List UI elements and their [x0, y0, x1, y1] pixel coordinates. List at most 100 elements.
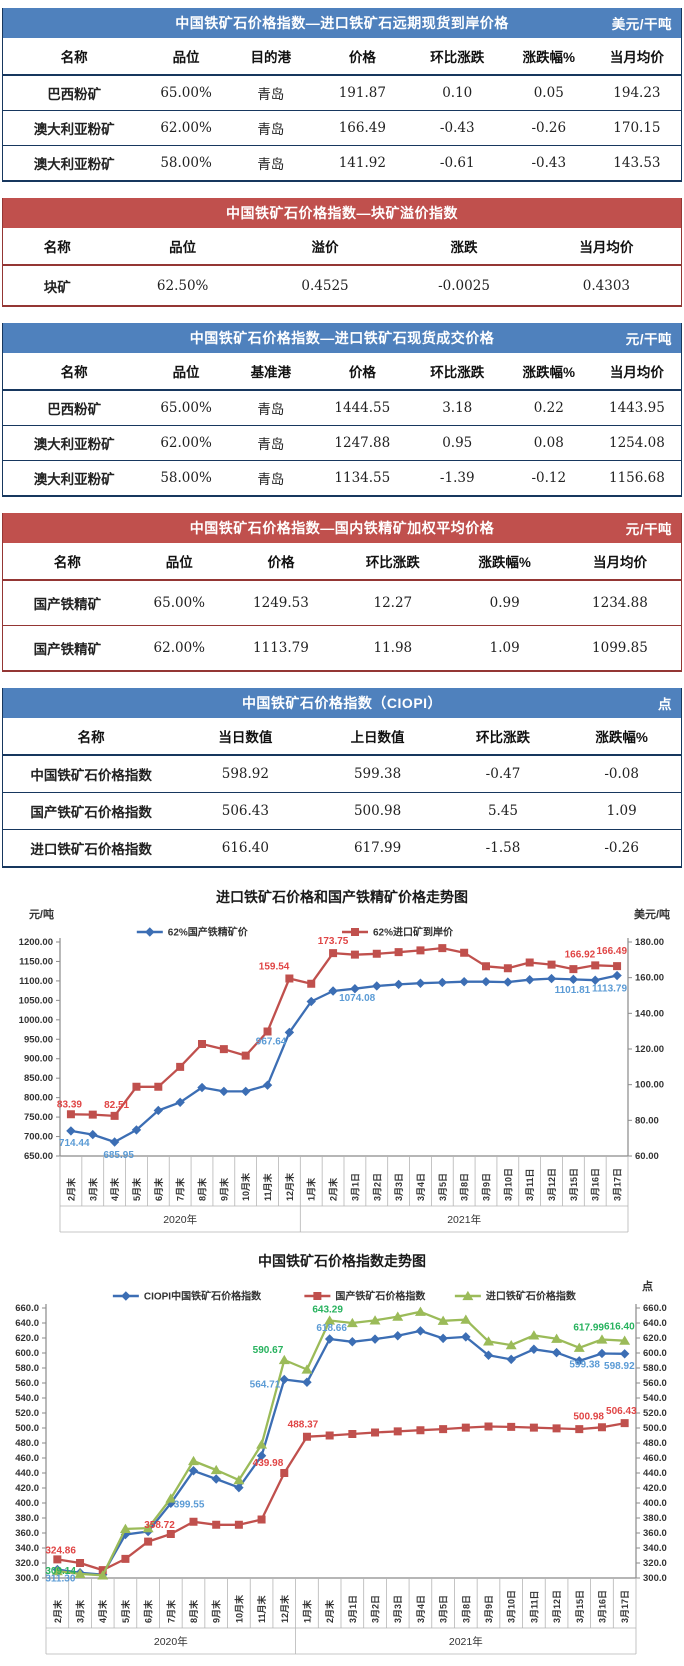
data-point-marker: [573, 1342, 585, 1352]
column-header: 当月均价: [592, 353, 681, 391]
column-header: 环比涨跌: [443, 718, 563, 756]
data-point-marker: [351, 928, 359, 936]
column-header: 品位: [111, 228, 254, 266]
data-point-marker: [301, 1364, 313, 1374]
x-tick-label: 1月末: [306, 1177, 317, 1201]
table-title: 中国铁矿石价格指数—进口铁矿石现货成交价格: [189, 330, 495, 346]
column-header: 涨跌幅%: [504, 38, 593, 76]
data-point-marker: [505, 1339, 517, 1350]
table-row: 澳大利亚粉矿 58.00% 青岛 141.92 -0.61 -0.43 143.53: [3, 146, 681, 181]
row-name-cell: 澳大利亚粉矿: [3, 425, 146, 461]
data-point-marker: [241, 1051, 250, 1060]
data-point-marker: [552, 1424, 561, 1433]
data-point-marker: [132, 1082, 141, 1091]
left-axis-tick-label: 850.00: [24, 1073, 53, 1084]
legend-item: 进口铁矿石价格指数: [454, 1290, 577, 1303]
table-domestic-concentrate-weighted-price: 中国铁矿石价格指数—国内铁精矿加权平均价格 元/干吨 名称 品位 价格 环比涨跌 涨跌幅…: [2, 513, 682, 672]
value-cell: 506.43: [179, 792, 312, 830]
data-point-marker: [131, 1125, 142, 1135]
right-axis-tick-label: 320.0: [643, 1558, 667, 1569]
x-tick-label: 3月8日: [460, 1173, 470, 1201]
x-tick-label: 12月末: [279, 1594, 290, 1623]
data-point-marker: [483, 1350, 494, 1360]
data-point-marker: [506, 1354, 516, 1365]
table-grid: 名称 品位 基准港 价格 环比涨跌 涨跌幅% 当月均价 巴西粉矿 65.00% 青岛 1444.55…: [3, 353, 681, 495]
data-point-marker: [613, 962, 622, 971]
right-axis-tick-label: 100.00: [635, 1080, 664, 1091]
value-cell: -0.08: [562, 755, 681, 793]
data-point-marker: [188, 1455, 199, 1466]
data-point-marker: [263, 1027, 272, 1036]
column-header: 价格: [314, 353, 410, 391]
row-name-cell: 巴西粉矿: [3, 390, 146, 426]
column-header: 涨跌幅%: [504, 353, 593, 391]
data-point-marker: [219, 1045, 228, 1054]
data-point-marker: [370, 1334, 380, 1344]
data-point-marker: [88, 1110, 97, 1119]
annotation-label: 159.54: [259, 961, 290, 972]
annotation-label: 173.75: [318, 936, 349, 947]
data-point-marker: [394, 948, 403, 957]
legend-label: 62%国产铁精矿价: [168, 926, 249, 939]
table-row: 国产铁精矿 65.00% 1249.53 12.27 0.99 1234.88: [3, 580, 681, 626]
data-point-marker: [416, 1426, 425, 1435]
data-point-marker: [198, 1040, 206, 1049]
row-name-cell: 国产铁精矿: [33, 642, 102, 657]
data-point-marker: [414, 1306, 426, 1316]
value-cell: 58.00%: [160, 470, 212, 486]
left-axis-tick-label: 460.0: [15, 1453, 39, 1464]
annotation-label: 599.38: [569, 1359, 600, 1370]
table-header-row: 名称 当日数值 上日数值 环比涨跌 涨跌幅%: [3, 718, 681, 756]
value-cell: 0.99: [450, 580, 559, 626]
right-axis-tick-label: 380.0: [643, 1513, 667, 1524]
value-cell: 1099.85: [592, 640, 648, 656]
x-tick-label: 3月11日: [525, 1168, 535, 1201]
data-point-marker: [219, 1086, 229, 1097]
annotation-label: 618.66: [316, 1323, 347, 1334]
column-header: 名称: [3, 543, 132, 581]
chart-import-vs-domestic-price-trend: 进口铁矿石价格和国产铁精矿价格走势图 元/吨 美元/吨 62%国产铁精矿价 62%进口矿…: [0, 884, 684, 1244]
annotation-label: 82.51: [104, 1100, 129, 1111]
value-cell: 500.98: [311, 792, 444, 830]
annotation-label: 598.92: [604, 1361, 635, 1372]
data-point-marker: [350, 983, 360, 994]
data-point-marker: [415, 978, 426, 988]
year-group-label: 2020年: [163, 1213, 197, 1226]
data-point-marker: [393, 979, 404, 990]
annotation-label: 309.14: [45, 1566, 76, 1577]
right-axis-tick-label: 80.00: [635, 1115, 659, 1126]
data-point-marker: [66, 1110, 75, 1119]
value-cell: -1.58: [485, 840, 521, 856]
left-axis-tick-label: 400.0: [15, 1498, 39, 1509]
data-point-marker: [234, 1482, 244, 1493]
x-tick-label: 3月11日: [529, 1590, 539, 1623]
table-ciopi-index: 中国铁矿石价格指数（CIOPI） 点 名称 当日数值 上日数值 环比涨跌 涨跌幅% 中国铁…: [2, 688, 682, 868]
table-unit: 点: [658, 697, 672, 712]
row-name-cell: 中国铁矿石价格指数: [3, 755, 180, 793]
x-tick-label: 9月末: [218, 1177, 229, 1201]
left-axis-tick-label: 360.0: [15, 1528, 39, 1539]
data-point-marker: [619, 1349, 630, 1359]
left-axis-tick-label: 1000.00: [19, 1015, 53, 1026]
x-tick-label: 6月末: [153, 1177, 164, 1201]
data-point-marker: [302, 1377, 312, 1387]
table-row: 中国铁矿石价格指数 598.92 599.38 -0.47 -0.08: [3, 755, 681, 793]
data-point-marker: [461, 1332, 471, 1342]
x-tick-label: 10月末: [233, 1594, 244, 1623]
x-tick-label: 4月末: [109, 1177, 120, 1201]
data-point-marker: [233, 1474, 245, 1485]
value-cell: 1444.55: [314, 390, 410, 426]
data-point-marker: [240, 1086, 251, 1097]
left-axis-tick-label: 560.0: [15, 1378, 39, 1389]
data-point-marker: [188, 1466, 199, 1476]
table-header-row: 名称 品位 目的港 价格 环比涨跌 涨跌幅% 当月均价: [3, 38, 681, 76]
x-tick-label: 3月10日: [503, 1168, 513, 1201]
right-axis-tick-label: 560.0: [643, 1378, 667, 1389]
table-unit: 美元/干吨: [611, 17, 672, 32]
value-cell: 58.00%: [160, 155, 212, 171]
data-point-marker: [437, 977, 448, 988]
value-cell: 1234.88: [558, 580, 681, 626]
column-header: 上日数值: [311, 718, 444, 756]
column-header: 环比涨跌: [409, 38, 505, 76]
data-point-marker: [280, 1469, 289, 1478]
